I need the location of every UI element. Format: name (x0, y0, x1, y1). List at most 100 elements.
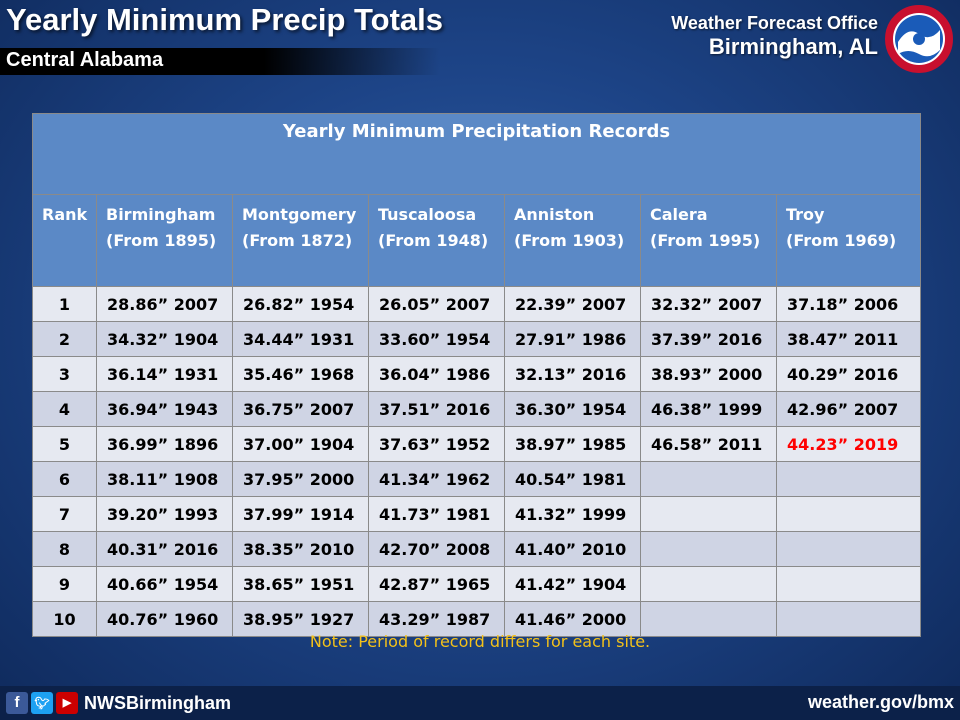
record-cell: 27.91” 1986 (504, 321, 641, 357)
record-cell: 36.14” 1931 (96, 356, 233, 392)
record-cell: 46.38” 1999 (640, 391, 777, 427)
rank-cell: 9 (32, 566, 97, 602)
record-cell: 40.54” 1981 (504, 461, 641, 497)
record-cell: 33.60” 1954 (368, 321, 505, 357)
record-cell (640, 531, 777, 567)
record-cell: 38.97” 1985 (504, 426, 641, 462)
record-cell: 43.29” 1987 (368, 601, 505, 637)
column-header-name: Rank (42, 205, 88, 224)
record-cell: 37.63” 1952 (368, 426, 505, 462)
record-cell: 36.99” 1896 (96, 426, 233, 462)
page-subtitle: Central Alabama (6, 49, 164, 71)
record-cell: 40.31” 2016 (96, 531, 233, 567)
column-header: Rank (32, 194, 97, 287)
record-cell: 28.86” 2007 (96, 286, 233, 322)
record-cell: 38.65” 1951 (232, 566, 369, 602)
record-cell: 36.75” 2007 (232, 391, 369, 427)
record-cell: 32.32” 2007 (640, 286, 777, 322)
record-cell: 37.18” 2006 (775, 286, 922, 322)
youtube-icon[interactable]: ▶ (56, 692, 78, 714)
record-cell: 26.05” 2007 (368, 286, 505, 322)
column-header-name: Troy (786, 205, 825, 224)
record-cell (640, 461, 777, 497)
record-cell (640, 496, 777, 532)
record-cell: 42.87” 1965 (368, 566, 505, 602)
records-table-wrapper: Yearly Minimum Precipitation Records Ran… (31, 113, 922, 637)
column-header: Troy (From 1969) (775, 194, 922, 287)
record-cell: 37.95” 2000 (232, 461, 369, 497)
record-cell: 41.32” 1999 (504, 496, 641, 532)
record-cell: 36.30” 1954 (504, 391, 641, 427)
page-title: Yearly Minimum Precip Totals (6, 2, 444, 37)
facebook-icon[interactable]: f (6, 692, 28, 714)
column-header: Birmingham (From 1895) (96, 194, 233, 287)
social-handle[interactable]: NWSBirmingham (84, 692, 232, 713)
column-header-name: Anniston (514, 205, 595, 224)
record-cell (775, 496, 922, 532)
record-cell: 46.58” 2011 (640, 426, 777, 462)
table-row: 5 36.99” 1896 37.00” 1904 37.63” 1952 38.97”… (32, 426, 922, 462)
record-cell (640, 601, 777, 637)
record-cell: 42.70” 2008 (368, 531, 505, 567)
record-cell: 38.11” 1908 (96, 461, 233, 497)
record-cell: 41.40” 2010 (504, 531, 641, 567)
record-cell: 40.29” 2016 (775, 356, 922, 392)
twitter-icon[interactable]: 🐦︎ (31, 692, 53, 714)
column-header-name: Birmingham (106, 205, 216, 224)
nws-logo-icon (885, 5, 953, 73)
column-header-name: Montgomery (242, 205, 357, 224)
record-cell (775, 566, 922, 602)
table-row: 3 36.14” 1931 35.46” 1968 36.04” 1986 32.13”… (32, 356, 922, 392)
social-links: f 🐦︎ ▶ NWSBirmingham (6, 692, 231, 714)
record-cell: 41.46” 2000 (504, 601, 641, 637)
record-cell: 35.46” 1968 (232, 356, 369, 392)
record-cell: 41.73” 1981 (368, 496, 505, 532)
record-cell (775, 601, 922, 637)
header: Yearly Minimum Precip Totals Central Ala… (0, 0, 960, 76)
table-body: 1 28.86” 2007 26.82” 1954 26.05” 2007 22.39”… (32, 286, 922, 637)
record-cell: 38.47” 2011 (775, 321, 922, 357)
record-cell: 41.42” 1904 (504, 566, 641, 602)
table-row: 7 39.20” 1993 37.99” 1914 41.73” 1981 41.32”… (32, 496, 922, 532)
record-cell: 37.51” 2016 (368, 391, 505, 427)
record-cell: 36.94” 1943 (96, 391, 233, 427)
rank-cell: 8 (32, 531, 97, 567)
record-cell: 37.99” 1914 (232, 496, 369, 532)
table-row: 6 38.11” 1908 37.95” 2000 41.34” 1962 40.54”… (32, 461, 922, 497)
column-header: Anniston (From 1903) (504, 194, 641, 287)
table-note: Note: Period of record differs for each … (309, 632, 651, 651)
record-cell: 42.96” 2007 (775, 391, 922, 427)
column-header-period: (From 1895) (106, 231, 217, 250)
footer: f 🐦︎ ▶ NWSBirmingham weather.gov/bmx (0, 686, 960, 720)
rank-cell: 6 (32, 461, 97, 497)
record-cell: 34.44” 1931 (232, 321, 369, 357)
table-title: Yearly Minimum Precipitation Records (31, 113, 922, 195)
column-header: Montgomery (From 1872) (232, 194, 369, 287)
column-header: Calera (From 1995) (640, 194, 777, 287)
record-cell (775, 531, 922, 567)
rank-cell: 3 (32, 356, 97, 392)
record-cell: 38.95” 1927 (232, 601, 369, 637)
column-header-name: Calera (650, 205, 708, 224)
record-cell: 34.32” 1904 (96, 321, 233, 357)
rank-cell: 7 (32, 496, 97, 532)
record-cell: 37.39” 2016 (640, 321, 777, 357)
office-line-2: Birmingham, AL (708, 34, 878, 59)
website-link[interactable]: weather.gov/bmx (807, 692, 954, 712)
records-table: Yearly Minimum Precipitation Records Ran… (31, 113, 922, 637)
table-row: 10 40.76” 1960 38.95” 1927 43.29” 1987 41.46… (32, 601, 922, 637)
column-header-period: (From 1995) (650, 231, 761, 250)
table-row: 8 40.31” 2016 38.35” 2010 42.70” 2008 41.40”… (32, 531, 922, 567)
record-cell: 38.93” 2000 (640, 356, 777, 392)
column-header: Tuscaloosa (From 1948) (368, 194, 505, 287)
rank-cell: 5 (32, 426, 97, 462)
column-header-name: Tuscaloosa (378, 205, 477, 224)
rank-cell: 2 (32, 321, 97, 357)
record-cell (775, 461, 922, 497)
rank-cell: 1 (32, 286, 97, 322)
office-line-1: Weather Forecast Office (671, 13, 878, 33)
record-cell: 22.39” 2007 (504, 286, 641, 322)
record-cell: 40.76” 1960 (96, 601, 233, 637)
record-cell: 26.82” 1954 (232, 286, 369, 322)
record-cell: 36.04” 1986 (368, 356, 505, 392)
